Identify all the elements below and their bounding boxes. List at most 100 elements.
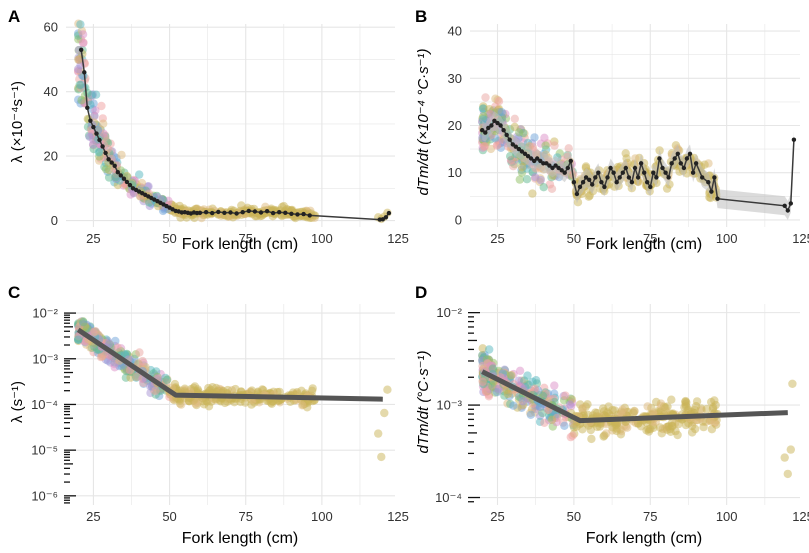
- panel-b-y-label: dTm/dt (×10⁻⁴ °C·s⁻¹): [415, 48, 432, 195]
- median-point: [495, 120, 500, 126]
- data-point: [497, 108, 506, 117]
- data-point: [77, 96, 86, 105]
- data-point: [506, 152, 515, 161]
- x-tick-label: 100: [716, 509, 738, 524]
- median-point: [522, 151, 528, 156]
- median-point: [228, 210, 233, 215]
- panel-c-y-label: λ (s⁻¹): [9, 381, 26, 423]
- median-point: [583, 175, 589, 180]
- data-point: [94, 148, 104, 157]
- median-point: [657, 156, 662, 161]
- median-point: [507, 137, 512, 142]
- data-point: [788, 379, 797, 388]
- median-point: [556, 165, 561, 171]
- median-point: [599, 180, 604, 185]
- data-point: [252, 211, 261, 221]
- y-tick-label: 20: [448, 118, 462, 133]
- median-point: [504, 132, 509, 138]
- median-point: [660, 165, 665, 171]
- median-point: [645, 180, 650, 185]
- median-point: [252, 209, 258, 214]
- data-point: [581, 162, 591, 171]
- panel-b-series: [480, 118, 797, 213]
- data-point: [560, 421, 569, 430]
- median-point: [574, 191, 580, 197]
- data-point: [478, 377, 487, 386]
- median-point: [91, 124, 96, 130]
- data-point: [494, 97, 504, 106]
- data-point: [85, 132, 94, 141]
- data-point: [509, 401, 518, 410]
- data-point: [74, 55, 83, 64]
- x-tick-label: 125: [792, 509, 809, 524]
- x-tick-label: 50: [567, 231, 581, 246]
- x-tick-label: 100: [311, 509, 333, 524]
- data-point: [298, 401, 307, 410]
- x-tick-label: 75: [238, 231, 252, 246]
- median-point: [568, 158, 573, 164]
- data-point: [629, 408, 638, 417]
- data-point: [565, 400, 575, 409]
- panel-b: B 25 50 75 100 125 0 10 20 30 40 Fork length (cm)…: [415, 7, 809, 253]
- median-point: [620, 170, 625, 175]
- median-point: [617, 175, 622, 180]
- median-point: [197, 210, 203, 215]
- data-point: [700, 160, 709, 169]
- data-point: [561, 391, 570, 400]
- data-point: [518, 396, 527, 406]
- data-point: [307, 386, 317, 395]
- data-point: [208, 383, 217, 392]
- median-point: [289, 211, 294, 216]
- x-tick-label: 125: [792, 231, 809, 246]
- data-point: [568, 431, 577, 440]
- y-tick-label: 10⁻⁶: [31, 488, 58, 503]
- data-point: [91, 106, 100, 115]
- data-point: [97, 101, 106, 111]
- median-point: [596, 170, 601, 175]
- data-point: [530, 133, 539, 142]
- x-tick-label: 125: [387, 509, 409, 524]
- median-point: [629, 180, 635, 185]
- data-point: [550, 381, 559, 390]
- data-point: [515, 128, 524, 137]
- data-point: [706, 416, 715, 425]
- median-point: [562, 170, 567, 175]
- median-point: [553, 163, 558, 168]
- median-point: [88, 118, 93, 123]
- median-point: [544, 161, 549, 166]
- data-point: [600, 431, 609, 440]
- panel-c-grid: [66, 304, 395, 505]
- data-point: [261, 202, 270, 211]
- data-point: [523, 371, 532, 380]
- data-point: [515, 366, 525, 375]
- median-point: [109, 160, 114, 165]
- data-point: [79, 318, 88, 327]
- y-tick-label: 10⁻²: [32, 306, 58, 321]
- data-point: [528, 189, 537, 198]
- data-point: [199, 400, 209, 409]
- median-point: [510, 142, 515, 147]
- median-point: [712, 175, 717, 180]
- median-point: [106, 157, 111, 162]
- median-point: [700, 175, 705, 180]
- x-tick-label: 25: [86, 509, 100, 524]
- data-point: [492, 141, 502, 150]
- median-point: [672, 156, 677, 161]
- median-point: [706, 180, 711, 185]
- data-point: [526, 410, 535, 419]
- data-point: [374, 429, 383, 438]
- median-point: [684, 156, 690, 161]
- median-point: [277, 210, 282, 215]
- x-tick-label: 50: [162, 231, 176, 246]
- panel-a-y-label: λ (×10⁻⁴s⁻¹): [9, 81, 26, 163]
- data-point: [673, 430, 682, 440]
- data-point: [101, 164, 111, 174]
- data-point: [707, 425, 717, 434]
- median-point: [258, 210, 264, 215]
- median-point: [590, 182, 595, 187]
- median-point: [693, 161, 699, 166]
- median-point: [486, 125, 491, 131]
- median-point: [788, 201, 793, 206]
- data-point: [603, 408, 612, 417]
